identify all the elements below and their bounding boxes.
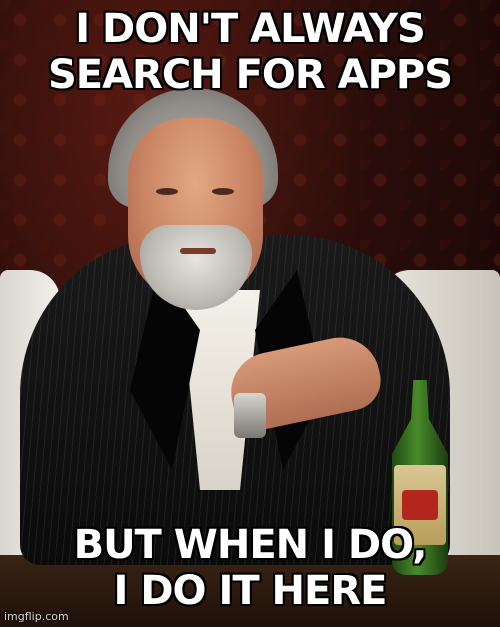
eye-right: [212, 188, 234, 195]
top-caption: I DON'T ALWAYS SEARCH FOR APPS: [0, 6, 500, 98]
bottom-caption-line-1: BUT WHEN I DO,: [73, 522, 428, 568]
watermark: imgflip.com: [4, 610, 69, 623]
bottle-label-logo: [402, 490, 438, 520]
wristwatch: [234, 393, 266, 438]
mouth: [180, 248, 216, 254]
top-caption-line-2: SEARCH FOR APPS: [47, 52, 453, 98]
bottom-caption: BUT WHEN I DO, I DO IT HERE: [0, 522, 500, 614]
eye-left: [156, 188, 178, 195]
top-caption-line-1: I DON'T ALWAYS: [75, 6, 426, 52]
bottom-caption-line-2: I DO IT HERE: [113, 568, 388, 614]
